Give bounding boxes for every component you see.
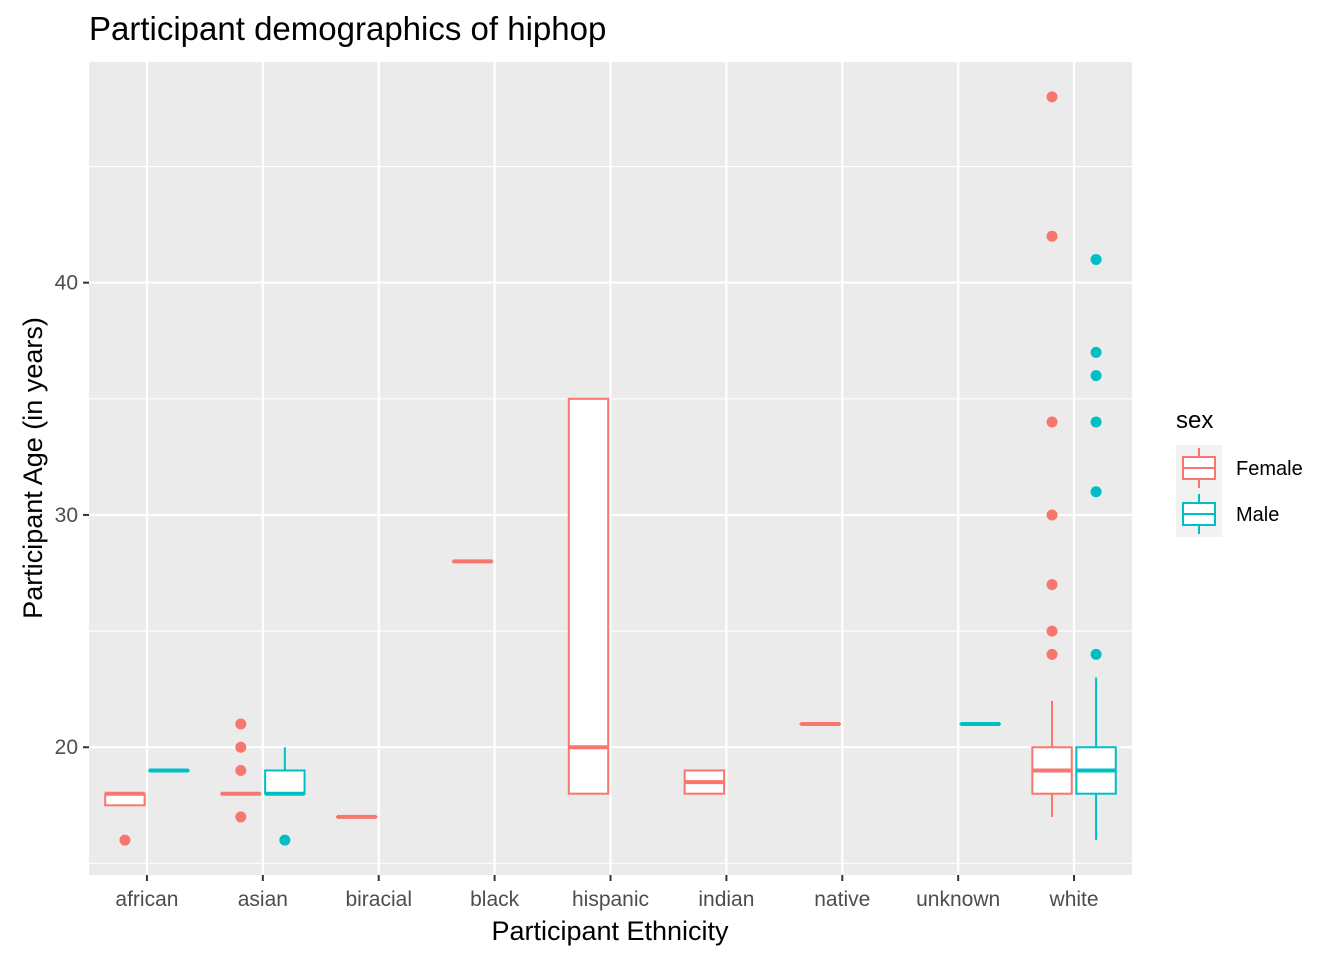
legend: sex Female Male (1176, 407, 1303, 537)
legend-label: Female (1236, 458, 1303, 480)
y-tick-label: 40 (55, 272, 78, 295)
box-female-indian (683, 769, 726, 795)
x-tick-label: indian (698, 888, 754, 911)
outlier-point (1046, 416, 1058, 428)
box-female-hispanic (567, 397, 610, 795)
legend-title: sex (1176, 407, 1213, 434)
outlier-point (1090, 416, 1102, 428)
outlier-point (235, 811, 247, 823)
outlier-point (1090, 370, 1102, 382)
outlier-point (1046, 648, 1058, 660)
major-gridlines (89, 62, 1132, 875)
x-axis-title: Participant Ethnicity (491, 916, 729, 946)
outlier-point (1090, 253, 1102, 265)
outlier-point (235, 764, 247, 776)
outlier-point (119, 834, 131, 846)
outlier-point (235, 741, 247, 753)
outlier-point (1090, 346, 1102, 358)
y-axis-title: Participant Age (in years) (18, 317, 48, 619)
chart-title: Participant demographics of hiphop (89, 10, 606, 47)
legend-item-female: Female (1176, 445, 1303, 491)
outlier-point (1046, 91, 1058, 103)
x-tick-label: white (1049, 888, 1099, 911)
outlier-point (235, 718, 247, 730)
box-female-african (104, 791, 146, 846)
x-tick-label: asian (238, 888, 288, 911)
outlier-point (1046, 230, 1058, 242)
outlier-point (1090, 648, 1102, 660)
outlier-point (1046, 625, 1058, 637)
box-male-asian (264, 747, 306, 846)
box-female-asian (220, 718, 262, 823)
box-body (264, 769, 306, 795)
x-tick-label: unknown (916, 888, 1000, 911)
outlier-point (1046, 509, 1058, 521)
x-tick-label: native (814, 888, 870, 911)
box-marks (104, 91, 1117, 846)
x-tick-label: african (115, 888, 178, 911)
box-male-white (1075, 253, 1117, 841)
y-axis: 20 30 40 (55, 272, 89, 759)
x-axis: african asian biracial black hispanic indian n… (115, 875, 1099, 911)
outlier-point (1090, 486, 1102, 498)
box-body (567, 397, 610, 795)
legend-item-male: Male (1176, 491, 1279, 537)
x-tick-label: biracial (345, 888, 412, 911)
outlier-point (279, 834, 291, 846)
box-female-white (1031, 91, 1073, 817)
y-tick-label: 20 (55, 736, 78, 759)
y-tick-label: 30 (55, 504, 78, 527)
x-tick-label: hispanic (572, 888, 649, 911)
outlier-point (1046, 579, 1058, 591)
x-tick-label: black (470, 888, 520, 911)
legend-label: Male (1236, 504, 1279, 526)
